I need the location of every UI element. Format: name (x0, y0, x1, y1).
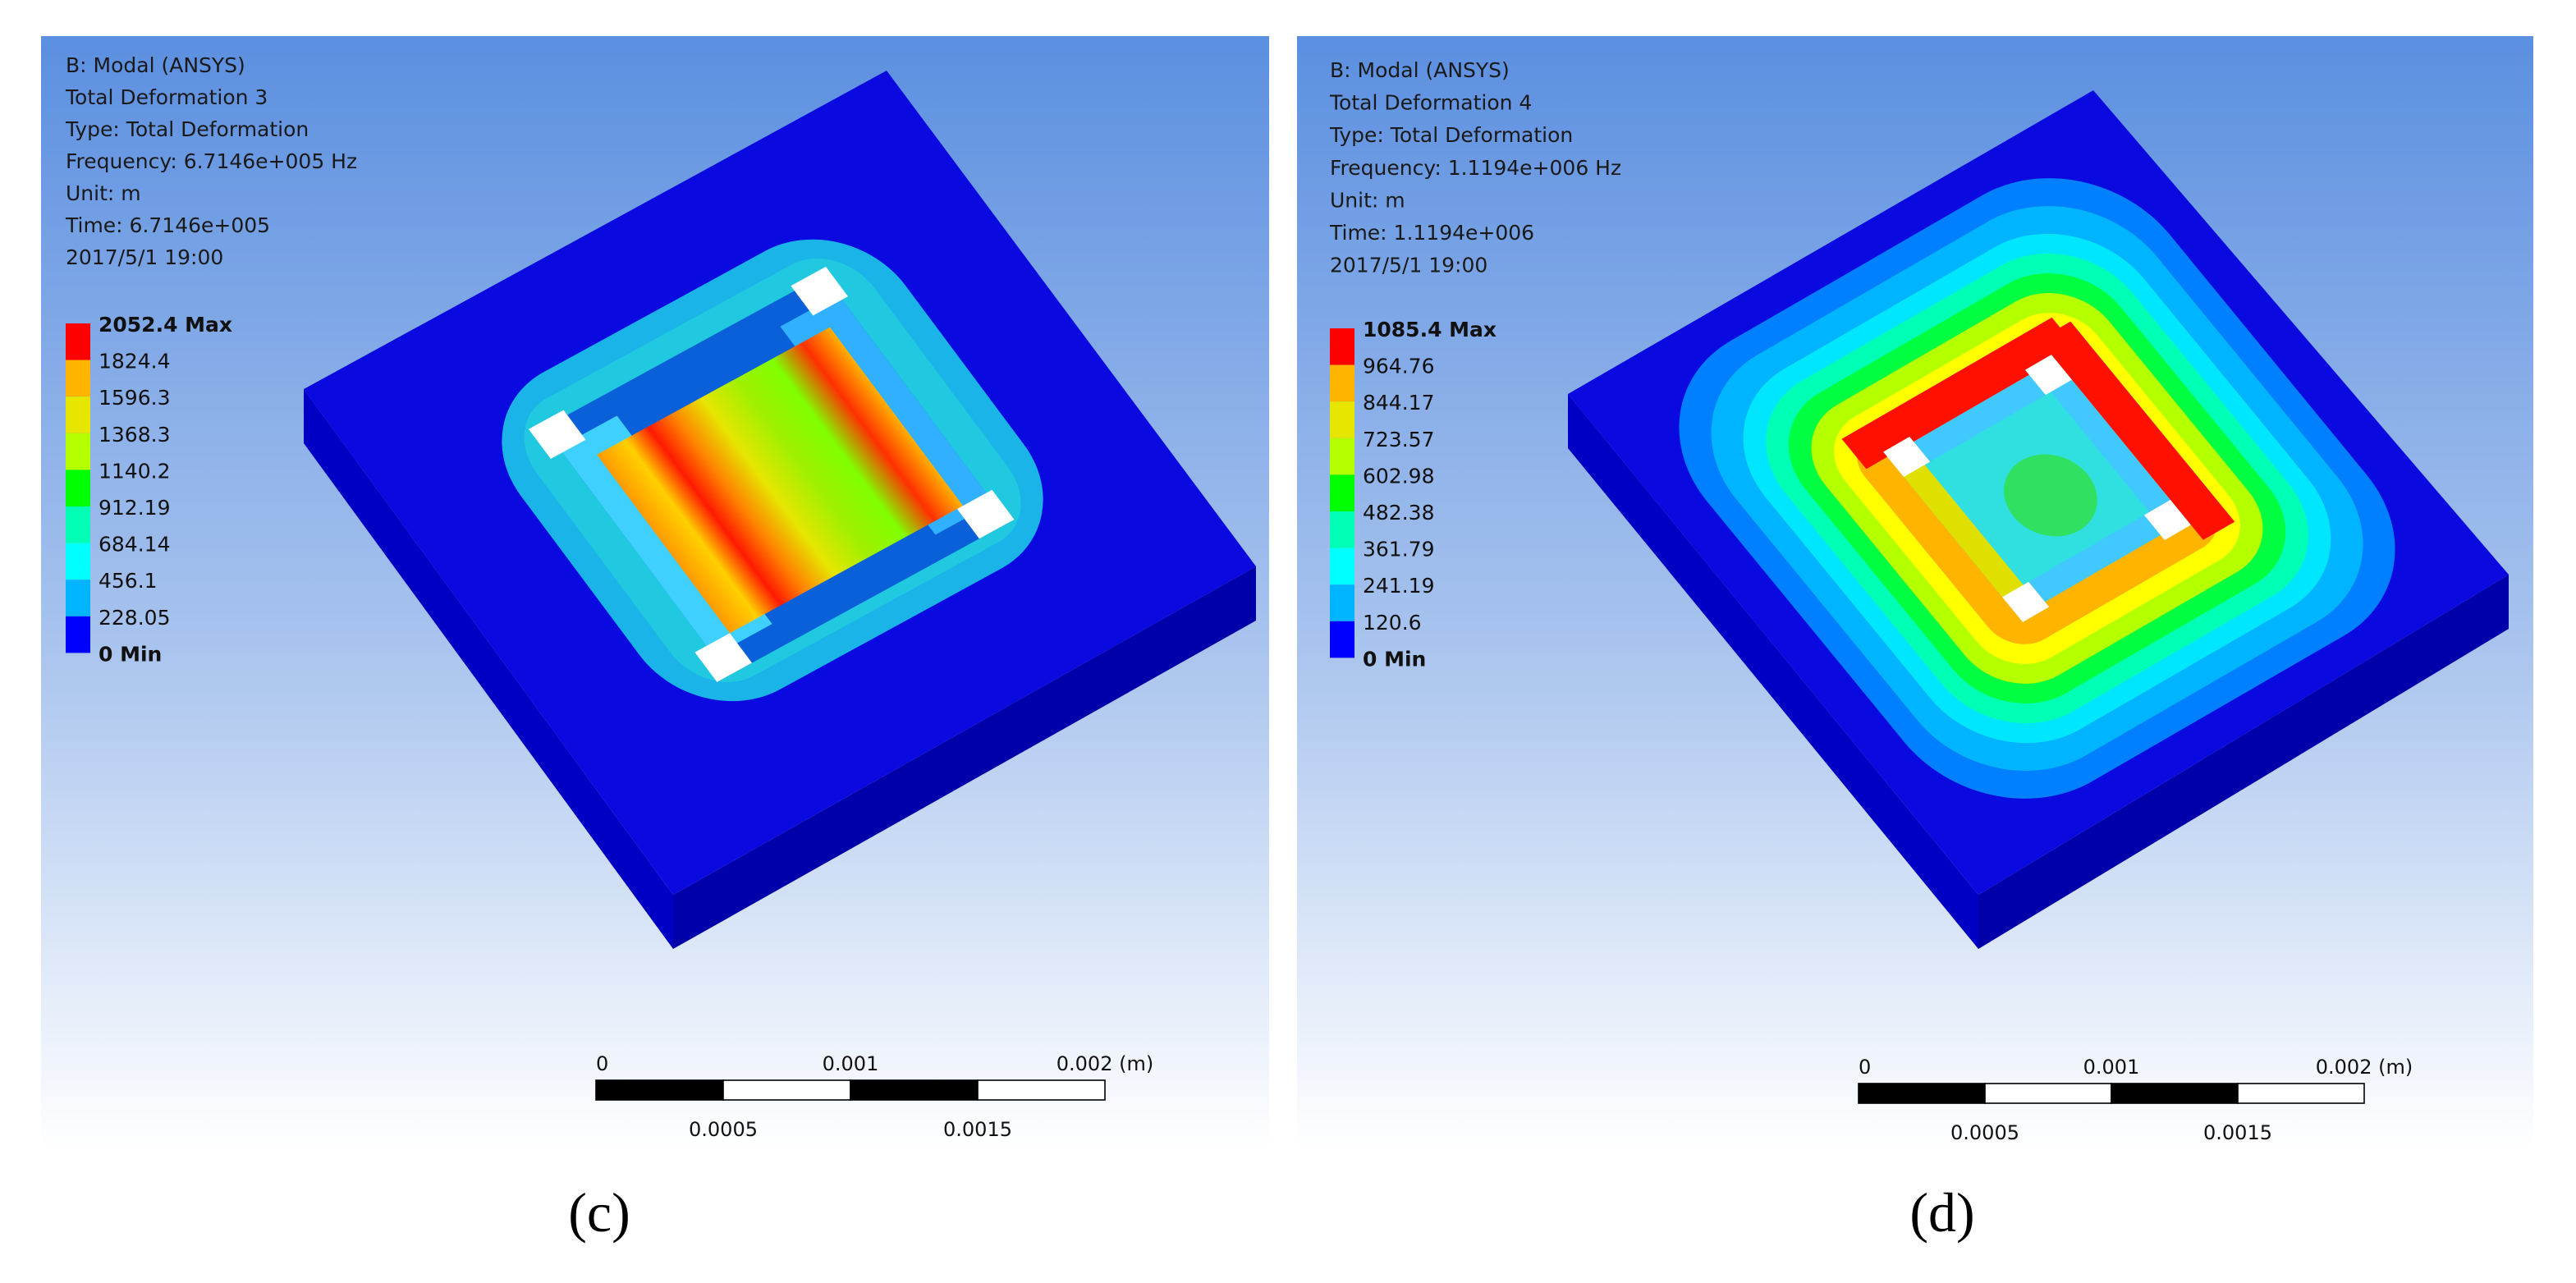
legend-label: 1140.2 (99, 459, 170, 483)
legend-label: 1085.4 Max (1363, 318, 1497, 341)
legend-label: 1596.3 (99, 386, 170, 410)
scale-bar-segment (2111, 1083, 2239, 1104)
header-line: Type: Total Deformation (1329, 123, 1573, 147)
legend-swatch (1330, 621, 1354, 658)
panel-caption: (d) (1909, 1181, 1974, 1244)
legend-swatch (1330, 511, 1354, 548)
legend-label: 844.17 (1363, 391, 1434, 415)
header-line: 2017/5/1 19:00 (66, 245, 223, 269)
legend-label: 964.76 (1363, 355, 1434, 378)
scale-label: 0.001 (823, 1052, 879, 1075)
legend-swatch (66, 433, 90, 470)
scale-bar-segment (595, 1079, 724, 1101)
header-line: Time: 6.7146e+005 (65, 213, 270, 237)
legend-label: 723.57 (1363, 428, 1434, 451)
legend-swatch (66, 506, 90, 543)
legend-label: 361.79 (1363, 538, 1434, 561)
scale-bar-segment (722, 1079, 851, 1101)
legend-swatch (1330, 548, 1354, 585)
legend-label: 0 Min (99, 642, 162, 666)
legend-swatch (66, 543, 90, 580)
scale-bar-segment (1858, 1083, 1986, 1104)
header-line: Time: 1.1194e+006 (1329, 221, 1534, 245)
legend-swatch (1330, 438, 1354, 475)
scale-bar-segment (850, 1079, 979, 1101)
legend-label: 456.1 (99, 569, 158, 593)
header-line: Total Deformation 3 (65, 85, 268, 109)
legend-label: 0 Min (1363, 647, 1426, 671)
scale-label: 0 (1859, 1056, 1871, 1079)
scale-bar-segment (2237, 1083, 2365, 1104)
scale-bar-segment (1984, 1083, 2112, 1104)
panel-caption: (c) (568, 1181, 630, 1244)
scale-label: 0.0015 (943, 1118, 1012, 1141)
header-line: Frequency: 1.1194e+006 Hz (1330, 156, 1621, 180)
model-c (304, 71, 1256, 949)
scale-bar-segment (977, 1079, 1106, 1101)
legend-label: 2052.4 Max (99, 313, 232, 337)
legend-swatch (66, 323, 90, 360)
legend-label: 912.19 (99, 496, 170, 520)
legend-swatch (66, 360, 90, 397)
header-line: Unit: m (1330, 188, 1405, 212)
legend-swatch (1330, 364, 1354, 402)
model-d (1568, 90, 2509, 949)
header-line: Total Deformation 4 (1329, 91, 1532, 115)
legend-swatch (66, 470, 90, 506)
header-line: Type: Total Deformation (65, 117, 309, 141)
legend-label: 482.38 (1363, 501, 1434, 525)
header-line: Frequency: 6.7146e+005 Hz (66, 149, 357, 173)
legend-label: 602.98 (1363, 464, 1434, 488)
header-line: B: Modal (ANSYS) (66, 53, 245, 77)
scale-label: 0.002 (m) (1057, 1052, 1153, 1075)
scale-label: 0.0005 (1950, 1121, 2019, 1144)
header-line: B: Modal (ANSYS) (1330, 58, 1510, 82)
scale-label: 0.002 (m) (2316, 1056, 2413, 1079)
legend-label: 1368.3 (99, 423, 170, 447)
scale-label: 0 (596, 1052, 608, 1075)
scale-label: 0.001 (2083, 1056, 2140, 1079)
legend-swatch (66, 616, 90, 653)
header-line: Unit: m (66, 181, 141, 205)
legend-label: 228.05 (99, 606, 170, 630)
legend-swatch (66, 396, 90, 433)
legend-label: 1824.4 (99, 350, 170, 373)
header-line: 2017/5/1 19:00 (1330, 254, 1487, 277)
legend-label: 241.19 (1363, 574, 1434, 598)
legend-swatch (1330, 474, 1354, 511)
legend-label: 684.14 (99, 533, 170, 557)
legend-label: 120.6 (1363, 611, 1422, 635)
legend-swatch (1330, 401, 1354, 438)
legend-swatch (66, 580, 90, 616)
scale-label: 0.0015 (2203, 1121, 2272, 1144)
legend-swatch (1330, 584, 1354, 621)
legend-swatch (1330, 328, 1354, 365)
scale-label: 0.0005 (689, 1118, 758, 1141)
